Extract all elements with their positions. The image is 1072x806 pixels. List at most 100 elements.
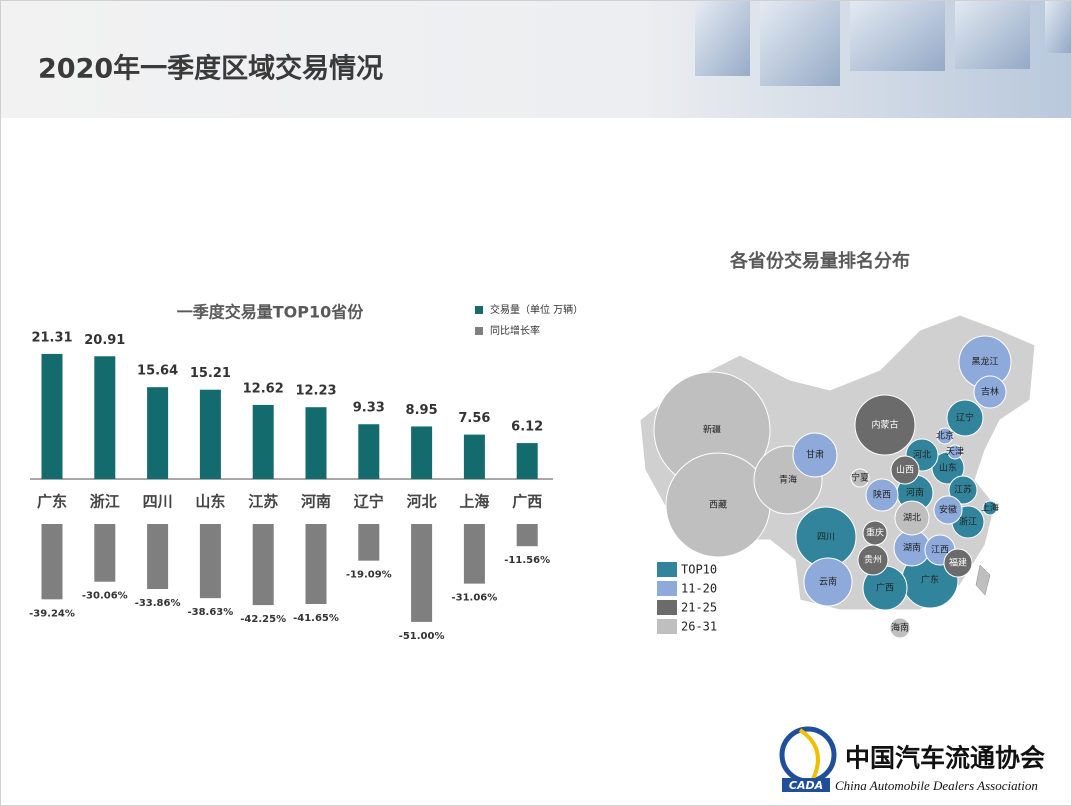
- province-label: 宁夏: [851, 472, 869, 484]
- growth-bar: [305, 524, 327, 604]
- province-region: [890, 455, 920, 485]
- value-label: 21.31: [31, 330, 72, 345]
- value-label: 12.23: [295, 384, 336, 399]
- province-region: [803, 557, 853, 607]
- x-tick-label: 广东: [37, 493, 67, 511]
- growth-label: -51.00%: [399, 631, 445, 642]
- province-region: [943, 548, 973, 578]
- province-region: [865, 478, 899, 512]
- growth-bar: [147, 524, 169, 590]
- header-decoration: [695, 1, 1071, 86]
- province-region: [982, 500, 998, 516]
- province-label: 广东: [921, 574, 939, 586]
- map-legend-label: 11-20: [681, 582, 717, 596]
- bar: [147, 387, 169, 479]
- growth-label: -19.09%: [346, 570, 392, 581]
- province-region: [862, 520, 888, 546]
- growth-bar: [199, 524, 221, 599]
- province-label: 安徽: [939, 504, 957, 516]
- legend-label: 同比增长率: [490, 324, 540, 337]
- value-label: 15.64: [137, 364, 178, 379]
- bar: [463, 434, 485, 479]
- value-label: 9.33: [353, 401, 385, 416]
- province-label: 青海: [779, 474, 797, 486]
- growth-label: -41.65%: [293, 613, 339, 624]
- x-tick-label: 江苏: [248, 493, 278, 511]
- province-region: [946, 399, 984, 437]
- growth-bar: [516, 524, 538, 547]
- map-legend-swatch: [657, 581, 677, 596]
- legend-swatch: [475, 327, 483, 335]
- map-legend-swatch: [657, 600, 677, 615]
- bar: [516, 443, 538, 479]
- province-label: 辽宁: [956, 412, 974, 424]
- province-label: 江苏: [954, 484, 972, 496]
- x-tick-label: 广西: [512, 493, 542, 511]
- province-region: [948, 475, 978, 505]
- province-label: 重庆: [866, 527, 884, 539]
- slide-title: 2020年一季度区域交易情况: [38, 53, 383, 85]
- province-label: 天津: [946, 447, 964, 458]
- bar: [252, 404, 274, 479]
- logo-text: CADA: [789, 779, 823, 792]
- value-label: 20.91: [84, 333, 125, 348]
- org-name-cn: 中国汽车流通协会: [845, 744, 1045, 773]
- province-label: 甘肃: [806, 449, 824, 461]
- x-tick-label: 河南: [301, 493, 331, 511]
- growth-label: -38.63%: [187, 607, 233, 618]
- province-region: [854, 394, 916, 456]
- growth-bar: [463, 524, 485, 584]
- map-legend-label: 21-25: [681, 601, 717, 615]
- province-label: 江西: [931, 545, 949, 556]
- province-label: 上海: [981, 502, 999, 514]
- growth-label: -11.56%: [504, 555, 550, 566]
- province-label: 新疆: [703, 424, 721, 436]
- value-label: 8.95: [406, 403, 438, 418]
- province-region: [936, 427, 954, 445]
- footer-logo: [779, 726, 837, 792]
- x-tick-label: 山东: [195, 493, 225, 511]
- province-label: 内蒙古: [871, 419, 898, 431]
- growth-bar: [411, 524, 433, 622]
- x-tick-label: 上海: [459, 493, 489, 511]
- value-label: 7.56: [458, 411, 490, 426]
- value-label: 6.12: [511, 420, 543, 435]
- growth-label: -42.25%: [240, 614, 286, 625]
- province-label: 陕西: [873, 489, 891, 501]
- bar: [411, 426, 433, 479]
- value-label: 15.21: [190, 366, 231, 381]
- org-name-en: China Automobile Dealers Association: [835, 778, 1038, 793]
- map-title: 各省份交易量排名分布: [729, 250, 910, 272]
- bar: [94, 356, 116, 479]
- growth-label: -31.06%: [451, 593, 497, 604]
- bar: [305, 407, 327, 479]
- province-label: 四川: [817, 533, 835, 543]
- province-region: [792, 432, 838, 478]
- growth-label: -39.24%: [29, 608, 75, 619]
- province-region: [889, 617, 911, 639]
- province-label: 黑龙江: [971, 356, 998, 368]
- province-label: 山西: [896, 465, 914, 476]
- province-label: 吉林: [981, 386, 999, 398]
- province-region: [850, 468, 870, 488]
- legend-swatch: [475, 306, 483, 314]
- province-label: 浙江: [959, 516, 977, 528]
- bar: [41, 353, 63, 479]
- province-label: 北京: [936, 430, 954, 442]
- x-tick-label: 浙江: [90, 493, 120, 511]
- province-label: 河北: [913, 449, 931, 461]
- province-label: 山东: [939, 462, 957, 474]
- chart-title: 一季度交易量TOP10省份: [177, 303, 365, 322]
- value-label: 12.62: [243, 381, 284, 396]
- province-label: 广西: [876, 582, 894, 594]
- province-label: 湖南: [903, 542, 921, 554]
- province-label: 海南: [891, 622, 909, 634]
- x-tick-label: 四川: [143, 493, 173, 511]
- province-region: [894, 500, 930, 536]
- province-region: [933, 495, 963, 525]
- province-region: [947, 444, 963, 460]
- map-legend-swatch: [657, 562, 677, 577]
